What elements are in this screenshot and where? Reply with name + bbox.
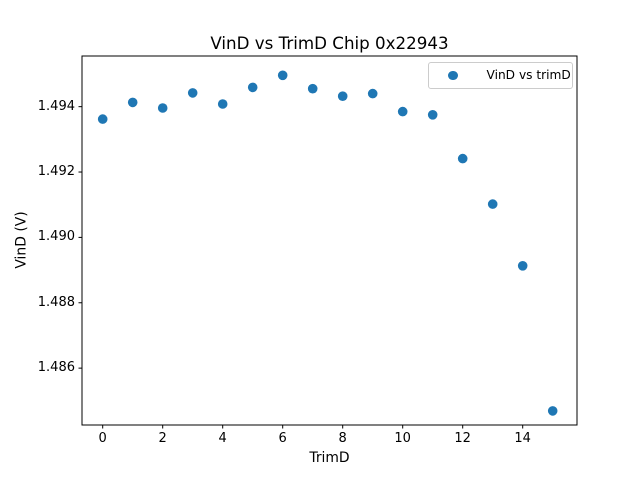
- data-point: [277, 70, 288, 81]
- x-tick-label: 12: [454, 431, 471, 446]
- x-tick-label: 8: [338, 431, 347, 446]
- legend-label: VinD vs trimD: [486, 68, 571, 82]
- y-axis-label: VinD (V): [13, 211, 30, 269]
- x-tick-label: 2: [158, 431, 167, 446]
- y-tick-label: 1.492: [37, 164, 75, 180]
- data-point: [457, 153, 468, 164]
- data-point: [367, 88, 378, 99]
- data-point: [247, 82, 258, 93]
- y-tick-label: 1.488: [37, 294, 75, 310]
- legend: VinD vs trimD: [428, 62, 573, 89]
- data-point: [187, 88, 198, 98]
- data-point: [127, 97, 138, 108]
- x-tick-label: 0: [98, 431, 107, 446]
- legend-marker-dot: [448, 70, 458, 81]
- x-tick-label: 4: [218, 431, 227, 446]
- x-tick-label: 6: [278, 431, 287, 446]
- x-tick-label: 14: [514, 431, 531, 446]
- axes-frame: [81, 55, 578, 426]
- data-point: [487, 199, 498, 209]
- data-point: [217, 99, 228, 109]
- data-point: [157, 103, 168, 113]
- data-point: [427, 110, 438, 120]
- x-axis-label: TrimD: [309, 450, 350, 466]
- data-point: [517, 261, 528, 271]
- y-tick-label: 1.494: [37, 98, 75, 114]
- data-point: [97, 114, 108, 124]
- data-point: [397, 106, 408, 117]
- y-tick-label: 1.490: [37, 229, 75, 245]
- data-point: [337, 91, 348, 101]
- x-tick-label: 10: [394, 431, 411, 446]
- data-point: [547, 406, 558, 416]
- y-tick-label: 1.486: [37, 360, 75, 376]
- data-point: [307, 83, 318, 94]
- chart-title: VinD vs TrimD Chip 0x22943: [210, 33, 449, 53]
